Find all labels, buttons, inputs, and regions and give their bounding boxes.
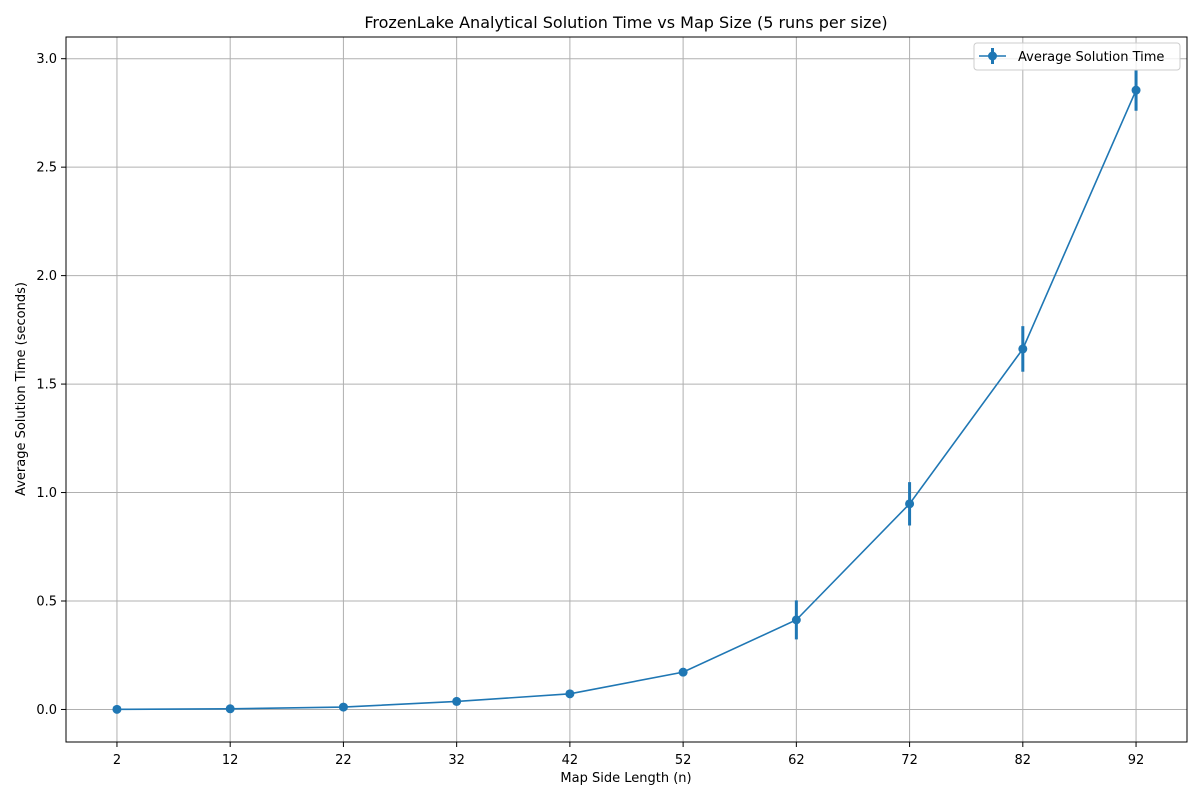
legend-marker-swatch xyxy=(988,51,997,61)
data-point xyxy=(1131,85,1141,95)
x-tick-label: 72 xyxy=(901,753,918,768)
data-point xyxy=(678,667,688,677)
x-tick-label: 92 xyxy=(1128,753,1145,768)
data-point xyxy=(565,689,575,699)
y-tick-label: 2.5 xyxy=(36,161,57,176)
y-axis: 0.0 0.5 1.0 1.5 2.0 2.5 3.0 xyxy=(36,52,66,718)
y-tick-label: 0.0 xyxy=(36,703,57,718)
x-axis: 2 12 22 32 42 52 62 72 82 92 xyxy=(113,742,1145,768)
y-tick-label: 1.0 xyxy=(36,486,57,501)
grid xyxy=(66,37,1187,742)
legend-entry-average-solution-time: Average Solution Time xyxy=(1018,50,1164,65)
series-layer xyxy=(112,69,1141,714)
x-tick-label: 82 xyxy=(1015,753,1032,768)
legend-box xyxy=(973,42,1181,71)
x-tick-label: 42 xyxy=(562,753,579,768)
chart-title: FrozenLake Analytical Solution Time vs M… xyxy=(364,13,887,32)
data-point xyxy=(791,615,801,625)
y-tick-label: 0.5 xyxy=(36,595,57,610)
y-tick-label: 3.0 xyxy=(36,52,57,67)
series-line xyxy=(116,89,1137,711)
data-point xyxy=(452,696,462,706)
y-tick-label: 2.0 xyxy=(36,269,57,284)
x-tick-label: 52 xyxy=(675,753,692,768)
y-tick-label: 1.5 xyxy=(36,378,57,393)
plot-frame xyxy=(65,36,1188,743)
data-point xyxy=(225,704,235,714)
y-axis-label: Average Solution Time (seconds) xyxy=(14,282,29,496)
data-point xyxy=(338,702,348,712)
x-tick-label: 22 xyxy=(335,753,352,768)
x-tick-label: 12 xyxy=(222,753,239,768)
data-point xyxy=(1018,344,1028,354)
data-point xyxy=(112,704,122,714)
x-tick-label: 2 xyxy=(113,753,121,768)
data-point xyxy=(905,499,915,509)
x-tick-label: 62 xyxy=(788,753,805,768)
legend: Average Solution Time xyxy=(973,42,1181,71)
x-tick-label: 32 xyxy=(448,753,465,768)
x-axis-label: Map Side Length (n) xyxy=(560,771,691,786)
